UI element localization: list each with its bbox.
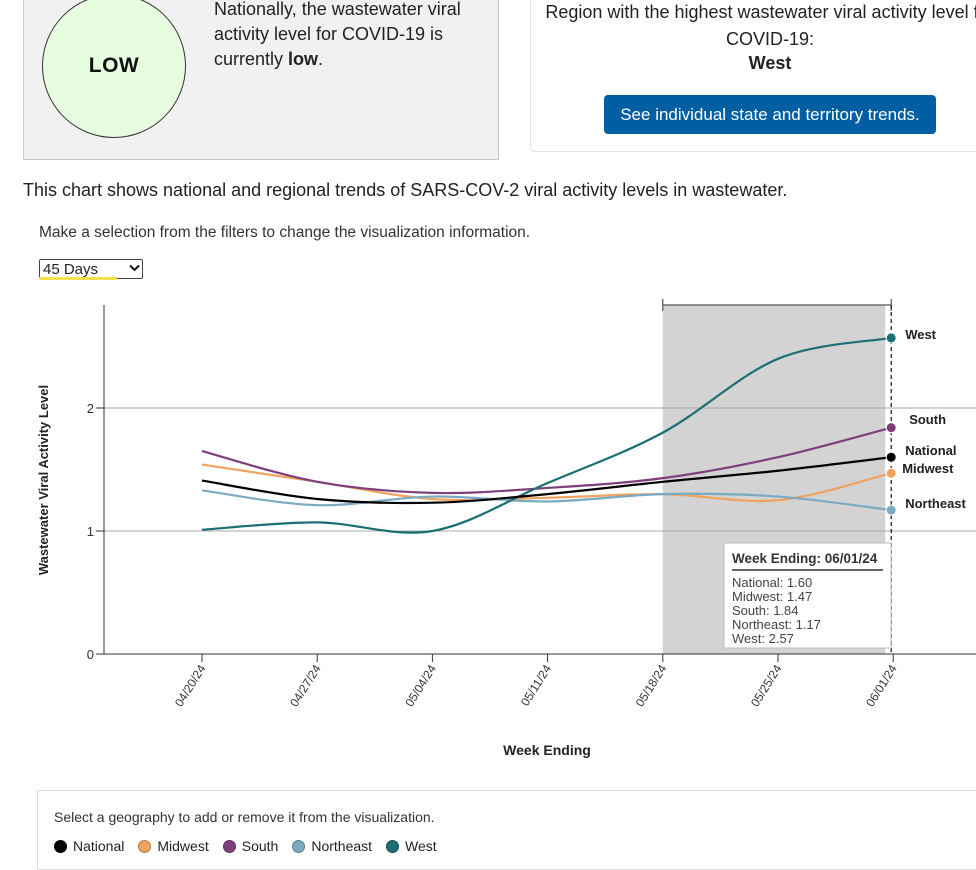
series-line-west bbox=[201, 336, 892, 534]
wastewater-trend-chart: 0 1 2 04/20/24 04/27/24 05/04/24 05/11/24 05/18… bbox=[36, 299, 976, 758]
legend-item-midwest[interactable]: Midwest bbox=[138, 838, 209, 854]
chart-intro-text: This chart shows national and regional t… bbox=[23, 180, 788, 200]
legend-item-west[interactable]: West bbox=[386, 838, 437, 854]
series-label-south: South bbox=[909, 412, 946, 427]
legend-item-northeast[interactable]: Northeast bbox=[292, 838, 372, 854]
series-line-northeast bbox=[201, 489, 892, 512]
x-axis-title: Week Ending bbox=[503, 742, 591, 758]
select-focus-underline bbox=[39, 277, 117, 280]
tooltip-line: South: 1.84 bbox=[732, 603, 799, 618]
end-point-midwest bbox=[885, 467, 897, 479]
tooltip-line: National: 1.60 bbox=[732, 575, 812, 590]
x-tick-label: 05/18/24 bbox=[633, 662, 670, 709]
legend-swatch bbox=[138, 839, 152, 853]
time-range-value: 45 Days bbox=[43, 260, 99, 278]
national-text-level: low bbox=[288, 49, 319, 69]
legend-label: West bbox=[405, 838, 437, 854]
end-point-south bbox=[885, 422, 897, 434]
y-axis-title: Wastewater Viral Activity Level bbox=[36, 385, 51, 575]
series-label-west: West bbox=[905, 327, 936, 342]
legend-swatch bbox=[54, 839, 67, 853]
state-trends-button[interactable]: See individual state and territory trend… bbox=[604, 95, 936, 134]
x-tick-label: 06/01/24 bbox=[863, 662, 900, 709]
x-tick-label: 05/25/24 bbox=[748, 662, 785, 709]
filter-instructions: Make a selection from the filters to cha… bbox=[39, 224, 531, 241]
national-level-card: LOW Nationally, the wastewater viral act… bbox=[23, 0, 499, 160]
legend-label: South bbox=[241, 838, 279, 854]
activity-level-label: LOW bbox=[88, 54, 140, 77]
time-range-select[interactable]: 45 Days bbox=[39, 259, 143, 279]
end-point-national bbox=[885, 451, 897, 463]
x-tick-label: 05/11/24 bbox=[518, 662, 554, 709]
end-point-northeast bbox=[885, 504, 897, 516]
highest-region-name: West bbox=[748, 53, 792, 73]
chevron-down-icon bbox=[126, 263, 142, 275]
tooltip-title: Week Ending: 06/01/24 bbox=[732, 551, 878, 566]
legend-swatch bbox=[292, 839, 306, 853]
legend-item-south[interactable]: South bbox=[222, 838, 279, 854]
legend-items: National Midwest South Northeast West bbox=[54, 838, 451, 854]
legend-swatch bbox=[222, 839, 236, 853]
y-tick-label: 0 bbox=[87, 647, 94, 662]
legend-label: Northeast bbox=[311, 838, 373, 854]
series-line-south bbox=[201, 426, 892, 495]
legend-swatch bbox=[386, 839, 400, 853]
highest-region-text: Region with the highest wastewater viral… bbox=[545, 2, 976, 49]
x-tick-label: 04/20/24 bbox=[172, 662, 209, 709]
series-label-midwest: Midwest bbox=[902, 461, 954, 476]
geography-legend: Select a geography to add or remove it f… bbox=[37, 790, 976, 870]
series-label-northeast: Northeast bbox=[905, 496, 966, 511]
legend-label: National bbox=[73, 838, 125, 854]
national-text-suffix: . bbox=[318, 49, 324, 69]
legend-instructions: Select a geography to add or remove it f… bbox=[54, 809, 435, 825]
x-tick-label: 04/27/24 bbox=[287, 662, 324, 709]
tooltip-box bbox=[723, 542, 892, 649]
tooltip-line: West: 2.57 bbox=[732, 631, 794, 646]
y-tick-label: 1 bbox=[87, 524, 94, 539]
end-point-west bbox=[885, 332, 897, 344]
activity-level-gauge: LOW bbox=[42, 0, 186, 138]
series-line-national bbox=[201, 456, 892, 505]
x-tick-label: 05/04/24 bbox=[402, 662, 439, 709]
highest-region-card: Region with the highest wastewater viral… bbox=[530, 0, 976, 152]
tooltip-line: Northeast: 1.17 bbox=[732, 617, 821, 632]
legend-item-national[interactable]: National bbox=[54, 838, 124, 854]
national-level-text: Nationally, the wastewater viral activit… bbox=[214, 0, 484, 72]
series-label-national: National bbox=[905, 443, 956, 458]
tooltip-line: Midwest: 1.47 bbox=[732, 589, 812, 604]
legend-label: Midwest bbox=[157, 838, 209, 854]
national-text-prefix: Nationally, the wastewater viral activit… bbox=[214, 0, 461, 69]
y-tick-label: 2 bbox=[87, 401, 94, 416]
